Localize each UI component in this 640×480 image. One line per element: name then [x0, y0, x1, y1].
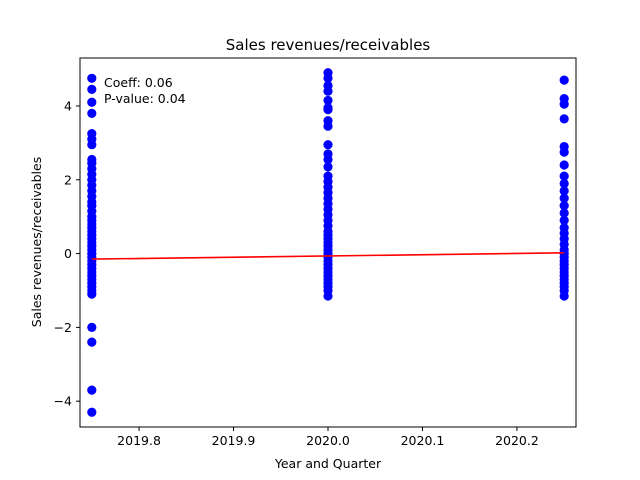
- y-tick-label: 2: [64, 172, 72, 187]
- scatter-point: [323, 291, 333, 301]
- x-axis-ticks: 2019.8 2019.9 2020.0 2020.1 2020.2: [117, 427, 539, 448]
- scatter-point: [323, 95, 333, 106]
- y-axis-ticks: −4 −2 0 2 4: [54, 98, 80, 409]
- scatter-point: [323, 121, 333, 131]
- scatter-point: [323, 105, 333, 115]
- scatter-point: [87, 97, 97, 107]
- scatter-point: [87, 73, 97, 83]
- y-axis-label: Sales revenues/receivables: [29, 157, 44, 327]
- scatter-point: [559, 291, 569, 301]
- scatter-point: [559, 171, 569, 181]
- scatter-point: [323, 154, 333, 165]
- scatter-point: [87, 385, 97, 395]
- x-tick-label: 2020.1: [401, 433, 445, 448]
- scatter-point: [559, 75, 569, 85]
- scatter-point: [559, 160, 569, 170]
- scatter-point: [559, 186, 569, 196]
- scatter-point: [559, 114, 569, 124]
- annotation-p-value: P-value: 0.04: [104, 91, 186, 106]
- plot-marks: [87, 68, 569, 417]
- scatter-point: [559, 215, 569, 225]
- annotation-coeff: Coeff: 0.06: [104, 75, 173, 90]
- y-tick-label: 4: [64, 98, 72, 113]
- scatter-point: [87, 84, 97, 94]
- scatter-point: [559, 208, 569, 218]
- regression-line: [91, 252, 565, 260]
- y-tick-label: 0: [64, 246, 72, 261]
- scatter-point: [559, 178, 569, 189]
- scatter-point: [559, 193, 569, 203]
- x-tick-label: 2019.8: [117, 433, 161, 448]
- x-tick-label: 2020.2: [495, 433, 539, 448]
- y-tick-label: −2: [54, 320, 72, 335]
- x-axis-label: Year and Quarter: [274, 456, 382, 471]
- scatter-point: [87, 140, 97, 150]
- scatter-point: [87, 289, 97, 299]
- x-tick-label: 2020.0: [306, 433, 350, 448]
- scatter-point: [559, 201, 569, 211]
- chart-title: Sales revenues/receivables: [226, 36, 431, 54]
- scatter-point: [323, 86, 333, 96]
- scatter-point: [87, 337, 97, 347]
- scatter-point: [323, 73, 333, 83]
- scatter-point: [87, 322, 97, 332]
- scatter-point: [87, 407, 97, 417]
- scatter-point: [87, 108, 97, 118]
- scatter-point: [559, 99, 569, 109]
- scatter-point: [323, 162, 333, 172]
- x-tick-label: 2019.9: [212, 433, 256, 448]
- scatter-point: [323, 140, 333, 150]
- y-tick-label: −4: [54, 394, 72, 409]
- scatter-point: [559, 147, 569, 157]
